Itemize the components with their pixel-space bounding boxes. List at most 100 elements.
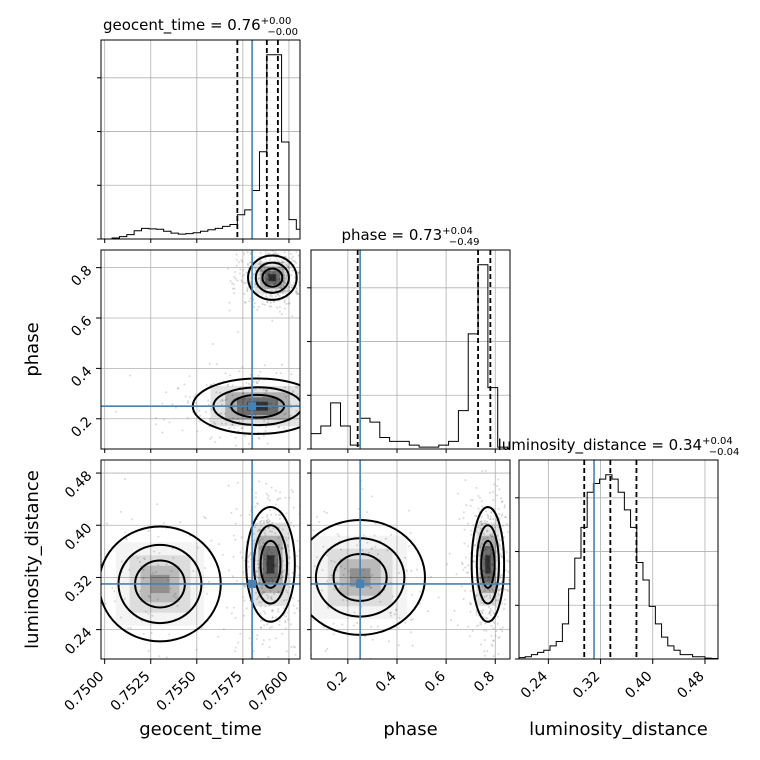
sample-point (302, 284, 304, 286)
sample-point (486, 530, 489, 533)
sample-point (308, 390, 310, 392)
sample-point (66, 637, 68, 639)
sample-point (262, 639, 265, 642)
sample-point (478, 546, 481, 549)
sample-point (276, 559, 279, 561)
sample-point (265, 563, 268, 566)
sample-point (295, 290, 298, 293)
sample-point (283, 307, 286, 310)
sample-point (142, 568, 145, 571)
sample-point (287, 536, 290, 539)
sample-point (287, 267, 290, 270)
sample-point (366, 541, 369, 544)
sample-point (297, 271, 299, 274)
sample-point (306, 550, 308, 552)
sample-point (226, 267, 229, 270)
sample-point (257, 530, 259, 533)
sample-point (243, 292, 246, 295)
sample-point (465, 504, 468, 507)
sample-point (151, 614, 154, 617)
sample-point (246, 287, 249, 290)
panel-frame (100, 39, 301, 240)
sample-point (268, 578, 270, 581)
sample-point (259, 262, 262, 265)
sample-point (274, 532, 277, 535)
sample-point (236, 481, 239, 484)
sample-point (207, 399, 210, 402)
sample-point (266, 521, 269, 524)
sample-point (370, 625, 373, 628)
sample-point (479, 621, 482, 624)
sample-point (280, 313, 283, 316)
sample-point (304, 560, 306, 562)
sample-point (491, 562, 493, 565)
sample-point (274, 409, 277, 412)
sample-point (319, 434, 321, 436)
sample-point (283, 277, 286, 280)
sample-point (290, 236, 292, 238)
sample-point (259, 260, 262, 262)
sample-point (475, 579, 477, 582)
sample-point (120, 560, 123, 563)
sample-point (503, 607, 505, 610)
sample-point (152, 572, 155, 575)
sample-point (484, 622, 487, 625)
sample-point (389, 612, 391, 614)
sample-point (282, 547, 285, 550)
sample-point (275, 281, 277, 284)
sample-point (325, 512, 328, 514)
sample-point (498, 517, 501, 520)
sample-point (267, 527, 270, 530)
sample-point (283, 450, 285, 452)
sample-point (474, 514, 477, 517)
sample-point (360, 605, 363, 608)
sample-point (317, 397, 319, 399)
sample-point (240, 259, 243, 262)
sample-point (327, 605, 329, 608)
sample-point (255, 575, 258, 578)
sample-point (104, 602, 107, 605)
sample-point (287, 537, 290, 540)
sample-point (221, 553, 224, 556)
sample-point (105, 522, 108, 525)
sample-point (316, 515, 319, 518)
sample-point (356, 544, 359, 547)
sample-point (289, 623, 292, 626)
sample-point (486, 650, 489, 652)
sample-point (261, 584, 263, 587)
sample-point (224, 399, 227, 402)
sample-point (156, 681, 158, 683)
sample-point (247, 560, 250, 563)
y-tick-label: 0.6 (68, 313, 95, 340)
sample-point (285, 276, 288, 279)
sample-point (231, 282, 234, 285)
sample-point (467, 522, 470, 525)
sample-point (489, 533, 492, 536)
sample-point (485, 510, 488, 513)
sample-point (279, 402, 282, 405)
sample-point (278, 513, 280, 516)
sample-point (517, 542, 519, 544)
sample-point (371, 573, 374, 576)
sample-point (301, 253, 303, 255)
sample-point (484, 469, 487, 472)
sample-point (277, 536, 280, 539)
sample-point (298, 602, 300, 604)
sample-point (266, 287, 269, 289)
sample-point (483, 587, 486, 590)
sample-point (489, 610, 492, 613)
sample-point (265, 482, 268, 485)
sample-point (247, 264, 249, 267)
sample-point (469, 670, 471, 672)
sample-point (266, 278, 269, 281)
sample-point (488, 611, 491, 614)
sample-point (349, 576, 352, 579)
sample-point (312, 529, 315, 532)
sample-point (427, 610, 430, 613)
sample-point (353, 611, 356, 614)
sample-point (263, 268, 266, 271)
sample-point (238, 370, 241, 373)
sample-point (497, 508, 500, 511)
sample-point (416, 675, 418, 677)
marginal-title: geocent_time = 0.76+0.00 −0.00 (103, 16, 298, 38)
